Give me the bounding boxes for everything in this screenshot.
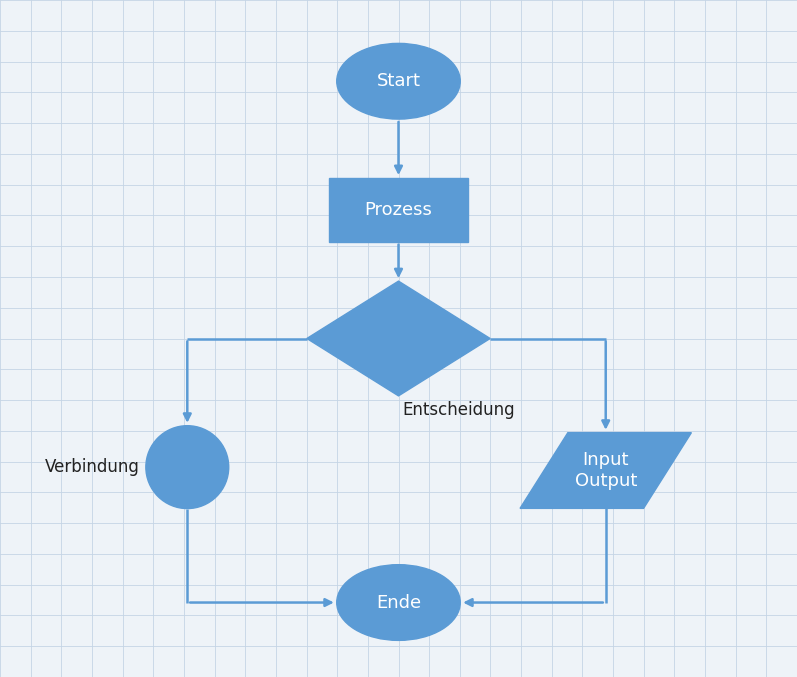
Ellipse shape xyxy=(336,565,460,640)
Polygon shape xyxy=(520,433,691,508)
Ellipse shape xyxy=(146,426,229,508)
Bar xyxy=(328,178,468,242)
Text: Start: Start xyxy=(376,72,421,90)
Polygon shape xyxy=(307,281,490,396)
Ellipse shape xyxy=(336,43,460,119)
Text: Prozess: Prozess xyxy=(364,201,433,219)
Text: Verbindung: Verbindung xyxy=(45,458,139,476)
Text: Ende: Ende xyxy=(376,594,421,611)
Text: Input
Output: Input Output xyxy=(575,451,637,490)
Text: Entscheidung: Entscheidung xyxy=(402,401,515,419)
